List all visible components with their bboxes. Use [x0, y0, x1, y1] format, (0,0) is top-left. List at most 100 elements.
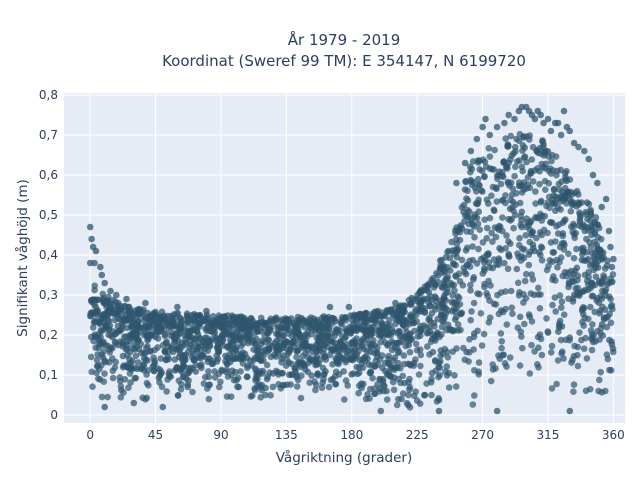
data-point [294, 313, 302, 321]
data-point [243, 332, 251, 339]
data-point [477, 310, 485, 317]
data-point [552, 277, 559, 284]
data-point [596, 307, 604, 315]
data-point [454, 245, 462, 253]
data-point [580, 322, 587, 330]
data-point [399, 390, 407, 397]
data-point [538, 351, 546, 359]
data-point [200, 380, 208, 387]
data-point [541, 165, 549, 172]
data-point [395, 359, 402, 367]
data-point [157, 355, 165, 362]
data-point [467, 281, 474, 289]
x-tick-label: 270 [471, 428, 494, 442]
data-point [474, 175, 482, 183]
data-point [101, 370, 108, 378]
data-point [218, 366, 225, 374]
data-point [134, 309, 142, 317]
data-point [238, 342, 245, 350]
data-point [175, 337, 182, 345]
data-point [217, 378, 224, 386]
data-point [578, 256, 586, 264]
data-point [570, 388, 577, 396]
data-point [360, 380, 367, 388]
data-point [104, 293, 112, 301]
data-point [155, 374, 162, 382]
data-point [499, 196, 507, 204]
data-point [425, 329, 432, 337]
data-point [533, 234, 540, 242]
data-point [535, 344, 542, 352]
data-point [197, 346, 205, 354]
data-point [424, 343, 431, 350]
data-point [215, 312, 223, 319]
data-point [560, 107, 568, 115]
data-point [428, 335, 436, 343]
data-point [422, 324, 430, 331]
data-point [598, 203, 605, 211]
data-point [213, 352, 220, 360]
data-point [536, 168, 543, 175]
data-point [151, 333, 159, 341]
data-point [510, 224, 517, 232]
data-point [551, 294, 559, 301]
data-point [482, 115, 489, 123]
data-point [304, 332, 311, 340]
data-point [205, 368, 212, 375]
data-point [497, 330, 505, 337]
data-point [223, 366, 230, 374]
data-point [461, 356, 469, 364]
data-point [458, 256, 466, 264]
data-point [332, 380, 339, 388]
data-point [173, 346, 181, 353]
data-point [452, 298, 460, 306]
data-point [234, 313, 242, 321]
data-point [369, 312, 377, 319]
data-point [607, 367, 615, 374]
data-point [102, 358, 109, 366]
data-point [406, 313, 414, 321]
data-point [536, 180, 543, 188]
data-point [379, 378, 387, 385]
data-point [338, 320, 345, 328]
data-point [557, 336, 565, 344]
data-point [205, 395, 213, 403]
data-point [179, 353, 187, 361]
data-point [151, 359, 159, 367]
data-point [279, 370, 286, 377]
data-point [239, 317, 246, 325]
data-point [595, 299, 603, 307]
data-point [588, 292, 596, 300]
data-point [249, 392, 256, 399]
data-point [405, 341, 413, 349]
data-point [538, 257, 546, 264]
data-point [250, 336, 257, 344]
data-point [489, 238, 496, 245]
data-point [314, 316, 321, 324]
data-point [439, 318, 446, 325]
data-point [130, 399, 138, 407]
data-point [537, 111, 544, 119]
data-point [574, 343, 582, 351]
data-point [589, 334, 596, 342]
data-point [555, 221, 563, 228]
data-point [185, 377, 192, 384]
data-point [97, 333, 104, 341]
data-point [593, 260, 600, 268]
data-point [445, 369, 453, 377]
data-point [216, 383, 223, 391]
data-point [244, 362, 252, 370]
data-point [319, 364, 327, 372]
data-point [470, 178, 477, 186]
data-point [144, 357, 151, 364]
data-point [501, 119, 508, 127]
data-point [460, 201, 468, 209]
data-point [597, 246, 604, 254]
data-point [87, 310, 94, 317]
data-point [121, 302, 128, 310]
data-point [163, 338, 170, 346]
data-point [599, 287, 606, 295]
data-point [516, 157, 523, 164]
data-point [134, 330, 141, 338]
data-point [162, 348, 169, 356]
